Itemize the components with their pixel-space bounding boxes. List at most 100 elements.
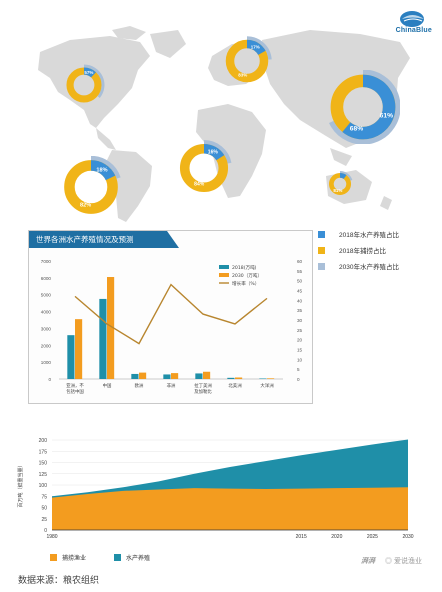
donut-oceania: 81% (328, 171, 353, 196)
y-tick-label: 5000 (41, 293, 52, 298)
y-tick-label: 6000 (41, 276, 52, 281)
y-tick-label: 0 (48, 377, 51, 382)
donut-label: 82% (80, 202, 91, 208)
bar (195, 373, 203, 379)
forecast-arc (246, 36, 272, 60)
bar (139, 372, 147, 379)
forecast-arc (339, 171, 353, 181)
donut-label: 61% (380, 113, 393, 120)
world-map (38, 26, 410, 222)
x-tick-label: 包括中国 (66, 388, 84, 395)
x-tick-label: 2020 (331, 534, 342, 540)
x-tick-label: 2025 (367, 534, 378, 540)
donut-label: 57% (84, 70, 93, 75)
map-legend: 2018年水产养殖占比 2018年捕捞占比 2030年水产养殖占比 (318, 226, 399, 274)
world-production-area-chart: 0 25 50 75 100 125 150 175 200 百万吨（鲜重当量） 1980 2015 2… (17, 438, 414, 540)
brand-logo (400, 11, 424, 27)
legend-swatch (50, 554, 57, 561)
x-tick-label: 北美洲 (228, 382, 242, 389)
continent-aquaculture-panel: 世界各洲水产养殖情况及预测 0 1000 2000 3000 4000 5000 6000 7… (28, 230, 313, 404)
forecast-arc (90, 156, 121, 179)
x-tick-label: 非洲 (167, 382, 176, 389)
aquaculture-arc (203, 143, 225, 161)
growth-line (74, 283, 268, 345)
forecast-arc (203, 140, 232, 164)
y-tick-label: 3000 (41, 326, 52, 331)
y-tick-label: 0 (44, 528, 47, 534)
legend-label: 2018年水产养殖占比 (339, 232, 399, 239)
legend-label: 水产养殖 (126, 556, 151, 562)
bar (67, 335, 75, 379)
bar (259, 378, 267, 379)
y2-tick-label: 35 (297, 308, 303, 313)
x-tick-label: 欧洲 (135, 382, 144, 389)
x-tick-label: 亚洲，不 (66, 383, 84, 389)
legend-swatch (219, 273, 229, 277)
y-tick-label: 125 (39, 472, 48, 478)
aquaculture-arc (342, 74, 396, 140)
y-tick-label: 175 (39, 449, 48, 455)
bar (267, 378, 275, 379)
donut-label: 68% (350, 126, 363, 133)
bar (235, 377, 243, 379)
aquaculture-arc (246, 39, 266, 56)
y-tick-label: 2000 (41, 343, 52, 348)
y-tick-label: 7000 (41, 259, 52, 264)
donut-europe: 17% 83% (225, 36, 272, 83)
x-tick-label: 大洋洲 (260, 382, 274, 389)
bar (99, 298, 107, 379)
donut-label: 18% (96, 168, 107, 174)
y2-tick-label: 60 (297, 259, 303, 264)
watermark: 湃湃 ◎ 爱说渔业 (361, 556, 422, 566)
y2-tick-label: 5 (297, 367, 300, 372)
area-legend: 捕捞渔业 水产养殖 (50, 553, 150, 562)
forecast-arc (329, 70, 400, 144)
y-tick-label: 150 (39, 461, 48, 467)
x-tick-label: 2015 (296, 534, 307, 540)
y-axis-label: 百万吨（鲜重当量） (17, 462, 24, 507)
y-tick-label: 1000 (41, 360, 52, 365)
y2-tick-label: 20 (297, 338, 303, 343)
aquaculture-arc (339, 172, 347, 180)
legend-label: 2030（万吨） (232, 272, 262, 279)
y2-tick-label: 25 (297, 328, 303, 333)
panel-title: 世界各洲水产养殖情况及预测 (29, 231, 179, 248)
aquaculture-arc (90, 160, 116, 181)
y2-tick-label: 45 (297, 289, 303, 294)
legend-item-aquaculture-2030: 2030年水产养殖占比 (318, 258, 399, 274)
y2-tick-label: 50 (297, 279, 303, 284)
brand-name: ChinaBlue (395, 27, 432, 34)
y2-tick-label: 15 (297, 348, 303, 353)
legend-item-aquaculture: 水产养殖 (114, 553, 150, 562)
bar (227, 377, 235, 379)
legend-swatch (318, 246, 325, 254)
legend-label: 捕捞渔业 (62, 556, 87, 562)
watermark-text: 湃湃 (361, 558, 376, 565)
forecast-arc (83, 64, 105, 99)
x-tick-label: 中国 (103, 382, 112, 389)
bar (75, 319, 83, 379)
continent-bar-chart: 0 1000 2000 3000 4000 5000 6000 7000 0 5 10 15 20 25 3… (41, 259, 303, 395)
x-tick-label: 拉丁美洲 (194, 382, 212, 389)
y-tick-label: 75 (41, 494, 47, 500)
donut-label: 81% (333, 188, 342, 193)
y2-tick-label: 0 (297, 377, 300, 382)
x-tick-label: 2030 (402, 534, 413, 540)
donut-label: 16% (208, 150, 219, 156)
donut-label: 17% (251, 45, 260, 50)
y-tick-label: 100 (39, 483, 48, 489)
legend-item-aquaculture-2018: 2018年水产养殖占比 (318, 226, 399, 242)
donut-south-america: 18% 82% (64, 156, 121, 214)
legend-label: 2018年捕捞占比 (339, 248, 386, 255)
bar (131, 373, 139, 379)
bar (107, 277, 115, 379)
donut-asia: 61% 68% (329, 70, 400, 144)
legend-label: 2030年水产养殖占比 (339, 264, 399, 271)
watermark-text: ◎ 爱说渔业 (385, 558, 422, 565)
y-tick-label: 25 (41, 517, 47, 523)
donut-label: 83% (238, 72, 247, 77)
donut-africa: 16% 84% (179, 140, 232, 193)
bar (171, 373, 179, 379)
y2-tick-label: 40 (297, 298, 303, 303)
y-tick-label: 200 (39, 438, 48, 444)
